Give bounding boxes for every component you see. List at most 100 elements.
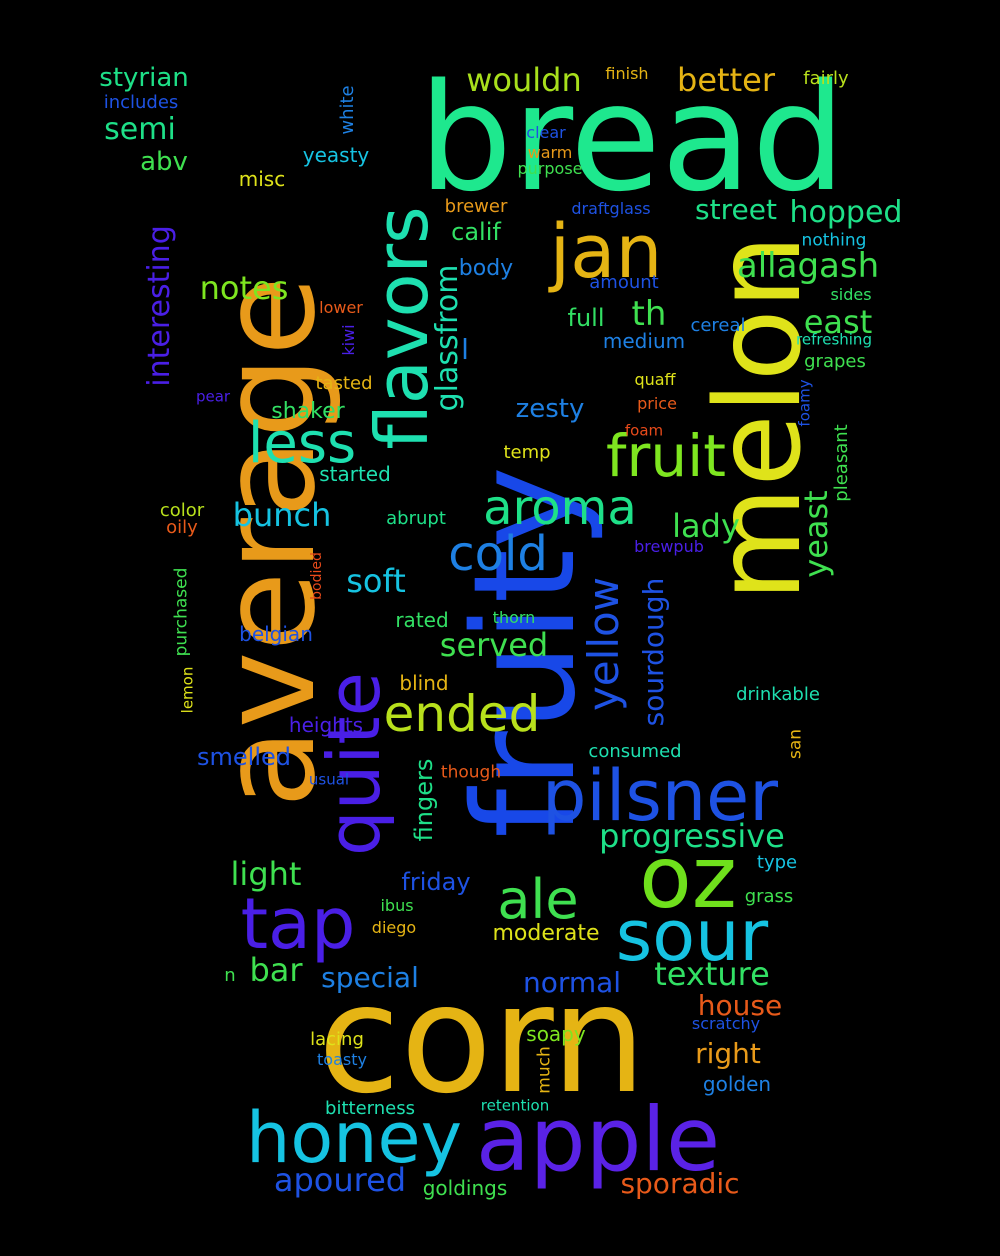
- word-friday: friday: [401, 868, 471, 896]
- word-right: right: [695, 1037, 761, 1070]
- word-started: started: [319, 462, 391, 486]
- word-th: th: [631, 294, 667, 334]
- word-brewer: brewer: [444, 196, 508, 217]
- word-progressive: progressive: [599, 817, 785, 855]
- word-bunch: bunch: [232, 496, 332, 534]
- word-oz: oz: [639, 828, 737, 928]
- word-cereal: cereal: [690, 315, 746, 336]
- word-pleasant: pleasant: [831, 424, 852, 502]
- word-finish: finish: [605, 64, 649, 83]
- word-apple: apple: [475, 1088, 721, 1191]
- word-draftglass: draftglass: [571, 199, 651, 218]
- word-belgian: belgian: [239, 622, 313, 646]
- word-glassfrom: glassfrom: [430, 264, 465, 412]
- word-blind: blind: [399, 671, 449, 695]
- word-fruit: fruit: [606, 422, 726, 490]
- word-moderate: moderate: [492, 921, 600, 946]
- word-pilsner: pilsner: [541, 755, 779, 837]
- word-sour: sour: [615, 895, 769, 977]
- word-warm: warm: [527, 143, 573, 162]
- word-toasty: toasty: [317, 1050, 367, 1069]
- word-purpose: purpose: [517, 159, 583, 178]
- word-quaff: quaff: [634, 370, 676, 389]
- word-hopped: hopped: [789, 195, 903, 230]
- word-jan: jan: [549, 209, 663, 295]
- word-ended: ended: [383, 685, 541, 743]
- word-smelled: smelled: [197, 743, 291, 771]
- word-goldings: goldings: [422, 1176, 508, 1200]
- word-drinkable: drinkable: [736, 684, 820, 705]
- word-heights: heights: [288, 713, 364, 737]
- word-zesty: zesty: [515, 394, 585, 424]
- word-interesting: interesting: [142, 225, 177, 387]
- word-quite: quite: [312, 672, 396, 856]
- word-l: l: [461, 333, 469, 366]
- word-nothing: nothing: [801, 230, 867, 251]
- word-scratchy: scratchy: [691, 1014, 761, 1033]
- word-color: color: [159, 500, 205, 521]
- word-oily: oily: [166, 517, 198, 538]
- word-price: price: [637, 394, 677, 413]
- word-yeasty: yeasty: [302, 143, 370, 167]
- word-semi: semi: [104, 112, 176, 147]
- word-rated: rated: [395, 608, 449, 632]
- word-grapes: grapes: [804, 351, 866, 372]
- word-soft: soft: [346, 562, 406, 600]
- word-includes: includes: [103, 92, 179, 113]
- word-amount: amount: [589, 272, 659, 293]
- word-better: better: [677, 61, 775, 99]
- word-house: house: [697, 989, 783, 1022]
- word-type: type: [756, 852, 798, 873]
- word-abrupt: abrupt: [386, 508, 446, 529]
- word-bodied: bodied: [309, 552, 325, 600]
- word-cold: cold: [448, 526, 548, 582]
- word-less: less: [247, 411, 357, 476]
- word-lower: lower: [319, 298, 363, 317]
- word-n: n: [224, 965, 236, 986]
- word-yeast: yeast: [797, 490, 835, 578]
- word-lacing: lacing: [310, 1029, 364, 1050]
- word-street: street: [695, 193, 777, 226]
- word-lady: lady: [672, 507, 740, 545]
- word-grass: grass: [744, 886, 794, 907]
- word-refreshing: refreshing: [796, 330, 872, 349]
- word-purchased: purchased: [171, 567, 192, 657]
- word-fairly: fairly: [803, 68, 849, 89]
- word-foam: foam: [624, 421, 664, 440]
- word-consumed: consumed: [588, 741, 682, 762]
- word-served: served: [439, 626, 549, 664]
- word-notes: notes: [199, 269, 289, 307]
- word-sourdough: sourdough: [637, 577, 670, 727]
- word-usual: usual: [308, 770, 350, 789]
- word-styrian: styrian: [99, 63, 189, 93]
- word-ale: ale: [497, 868, 579, 931]
- word-wouldn: wouldn: [466, 61, 582, 99]
- word-full: full: [567, 304, 605, 332]
- word-allagash: allagash: [736, 246, 880, 286]
- word-honey: honey: [245, 1097, 463, 1179]
- word-sides: sides: [830, 285, 872, 304]
- word-east: east: [803, 303, 873, 341]
- word-flavors: flavors: [360, 206, 444, 450]
- word-white: white: [337, 85, 358, 135]
- word-abv: abv: [140, 147, 188, 177]
- word-though: though: [440, 762, 502, 783]
- word-body: body: [458, 256, 514, 281]
- word-normal: normal: [522, 966, 622, 999]
- word-lemon: lemon: [178, 666, 197, 714]
- word-foamy: foamy: [795, 379, 814, 427]
- word-tasted: tasted: [315, 373, 373, 394]
- word-apoured: apoured: [273, 1161, 407, 1199]
- word-yellow: yellow: [579, 576, 628, 712]
- word-bread: bread: [418, 52, 846, 224]
- word-brewpub: brewpub: [634, 537, 704, 556]
- word-misc: misc: [238, 167, 286, 191]
- word-golden: golden: [702, 1072, 772, 1096]
- word-calif: calif: [451, 218, 501, 246]
- word-special: special: [321, 961, 419, 994]
- word-pear: pear: [195, 387, 231, 406]
- word-medium: medium: [602, 329, 686, 353]
- word-diego: diego: [371, 918, 417, 937]
- word-shaker: shaker: [271, 399, 345, 424]
